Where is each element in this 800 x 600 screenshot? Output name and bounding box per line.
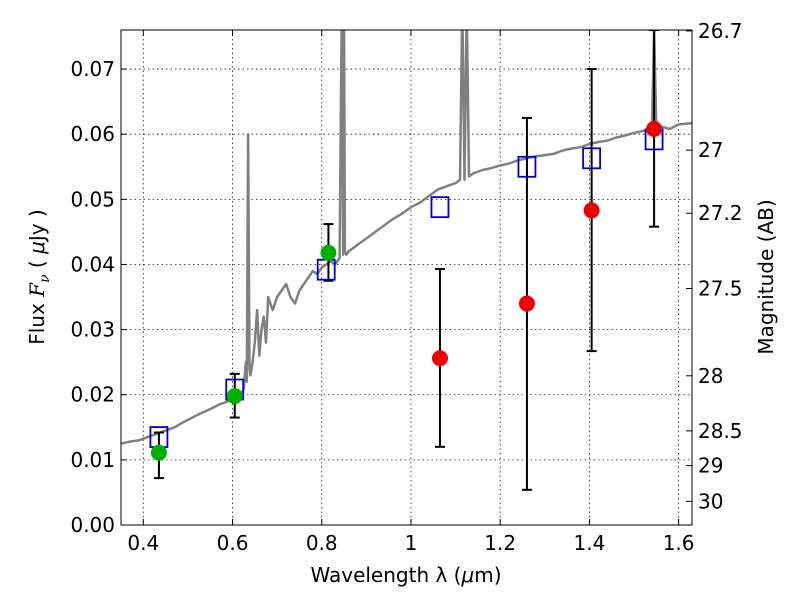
y-tick-label: 0.06: [70, 122, 115, 146]
model-box: [517, 155, 537, 178]
x-axis-label: Wavelength λ (μm): [310, 563, 501, 587]
y-axis-label: Flux Fν ( μJy ): [25, 209, 53, 345]
x-tick-label: 1.6: [663, 531, 695, 555]
green-point: [226, 388, 243, 405]
y2-tick-label: 27: [698, 138, 723, 162]
y-tick-label: 0.02: [70, 383, 115, 407]
red-point: [583, 202, 600, 219]
y-tick-label: 0.04: [70, 252, 115, 276]
x-tick-label: 0.8: [306, 531, 338, 555]
ticks: 0.4 0.6 0.8 1 1.2 1.4 1.6 0.00 0.01 0.02 0.03 0.04 0…: [70, 19, 742, 555]
green-point: [320, 244, 337, 261]
x-tick-label: 0.6: [217, 531, 249, 555]
plot-background: [121, 30, 692, 525]
x-tick-label: 0.4: [127, 531, 159, 555]
grid: [121, 30, 692, 526]
y-tick-label: 0.07: [70, 57, 115, 81]
red-point: [431, 350, 448, 367]
y2-tick-label: 30: [698, 489, 723, 513]
y-tick-label: 0.05: [70, 187, 115, 211]
x-tick-label: 1: [405, 531, 418, 555]
y-tick-label: 0.00: [70, 513, 115, 537]
model-box: [430, 196, 450, 219]
y2-axis-label: Magnitude (AB): [754, 199, 778, 354]
plot-content: [121, 30, 692, 491]
y-tick-label: 0.01: [70, 448, 115, 472]
plot-frame: [120, 29, 693, 526]
spectrum-line: [121, 30, 692, 445]
y2-tick-label: 27.5: [698, 277, 743, 301]
y2-tick-label: 26.7: [698, 19, 743, 43]
y2-tick-label: 28: [698, 364, 723, 388]
red-point: [518, 295, 535, 312]
y2-tick-label: 28.5: [698, 419, 743, 443]
x-tick-label: 1.2: [484, 531, 516, 555]
y-tick-label: 0.03: [70, 318, 115, 342]
red-point: [646, 121, 663, 137]
green-point: [150, 444, 167, 461]
model-box: [582, 147, 602, 170]
x-tick-label: 1.4: [573, 531, 605, 555]
y2-tick-label: 29: [698, 454, 723, 478]
y2-tick-label: 27.2: [698, 201, 743, 225]
